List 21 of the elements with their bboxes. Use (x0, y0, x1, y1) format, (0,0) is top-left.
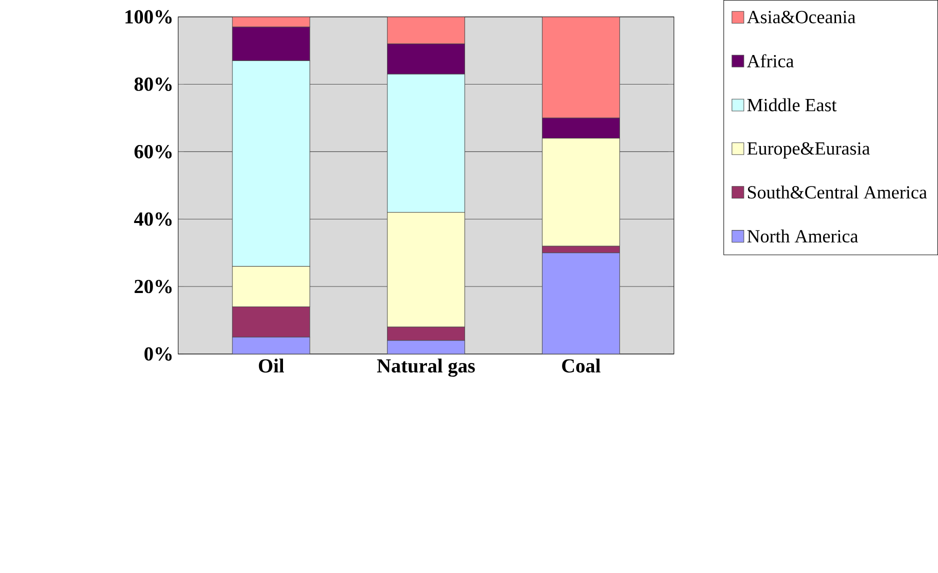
legend-label: Middle East (747, 98, 837, 112)
x-tick-label: Coal (562, 358, 600, 373)
legend-label: North America (747, 229, 858, 242)
legend-label: Africa (746, 54, 794, 68)
x-tick-label: Oil (258, 358, 284, 373)
legend-label: Europe&Eurasia (747, 142, 870, 158)
bar (232, 336, 310, 354)
bar (232, 16, 310, 28)
y-tick-label: 0% (144, 347, 172, 361)
bar (387, 16, 466, 44)
bar (542, 16, 620, 118)
y-tick-label: 40% (134, 212, 172, 226)
y-tick-label: 80% (134, 78, 172, 91)
bar (387, 340, 465, 354)
x-tick-label: Natural gas (377, 358, 475, 377)
y-tick-label: 100% (126, 10, 172, 24)
bar (542, 252, 620, 354)
legend-label: South&Central America (748, 186, 927, 199)
y-tick-label: 60% (134, 144, 172, 158)
y-tick-label: 20% (134, 280, 172, 294)
legend-label: Asia&Oceania (746, 10, 856, 24)
